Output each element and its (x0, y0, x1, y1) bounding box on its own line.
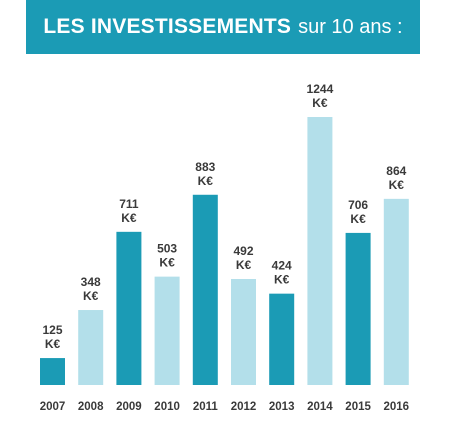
year-label-2008: 2008 (78, 401, 104, 413)
year-label-2014: 2014 (307, 401, 333, 413)
year-label-2013: 2013 (269, 401, 295, 413)
value-label-2007: 125 (42, 323, 62, 337)
value-label-2011: 883 (195, 160, 215, 174)
unit-label-2011: K€ (198, 174, 214, 188)
unit-label-2012: K€ (236, 258, 252, 272)
title-bold: LES INVESTISSEMENTS (43, 15, 292, 38)
value-label-2014: 1244 (307, 82, 334, 96)
bar-2013 (269, 293, 295, 385)
year-label-2015: 2015 (345, 401, 371, 413)
value-label-2012: 492 (233, 244, 253, 258)
year-label-2012: 2012 (231, 401, 257, 413)
bar-2015 (345, 232, 371, 385)
title-light: sur 10 ans : (298, 15, 403, 38)
year-label-2010: 2010 (154, 401, 180, 413)
year-label-2011: 2011 (193, 401, 219, 413)
unit-label-2014: K€ (312, 96, 328, 110)
title-banner: LES INVESTISSEMENTS sur 10 ans : (26, 0, 420, 54)
bar-2008 (78, 310, 104, 385)
value-label-2008: 348 (81, 275, 101, 289)
year-label-2007: 2007 (40, 401, 66, 413)
unit-label-2010: K€ (159, 256, 175, 270)
value-label-2010: 503 (157, 242, 177, 256)
bar-2010 (154, 276, 180, 385)
unit-label-2007: K€ (45, 337, 61, 351)
value-label-2015: 706 (348, 198, 368, 212)
year-label-2016: 2016 (384, 401, 410, 413)
unit-label-2013: K€ (274, 273, 290, 287)
unit-label-2009: K€ (121, 211, 137, 225)
unit-label-2016: K€ (389, 178, 405, 192)
bar-2014 (307, 117, 333, 385)
value-label-2009: 711 (119, 197, 139, 211)
bar-2011 (192, 194, 218, 385)
bar-2007 (40, 358, 65, 385)
value-label-2016: 864 (386, 164, 406, 178)
unit-label-2015: K€ (350, 212, 366, 226)
bar-2012 (231, 279, 256, 385)
bar-2009 (116, 231, 142, 385)
unit-label-2008: K€ (83, 289, 99, 303)
value-label-2013: 424 (272, 259, 292, 273)
year-label-2009: 2009 (116, 401, 142, 413)
bar-2016 (383, 198, 409, 385)
